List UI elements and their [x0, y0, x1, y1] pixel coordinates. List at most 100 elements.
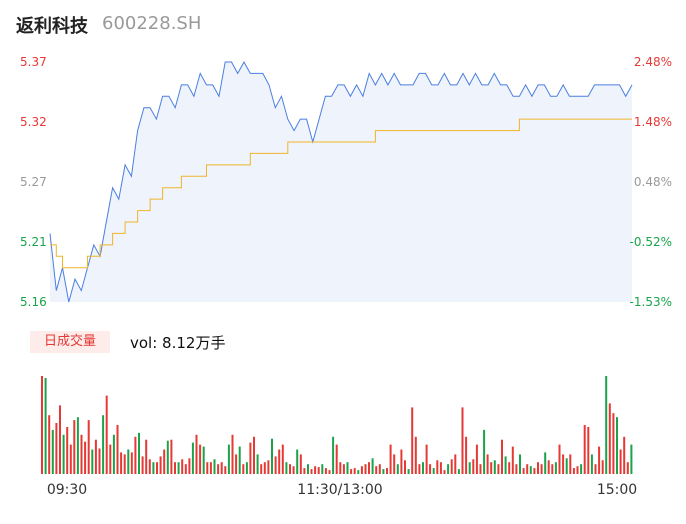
volume-bar [612, 413, 615, 474]
volume-bar [389, 444, 392, 474]
volume-bar [587, 427, 590, 474]
volume-bar [519, 454, 521, 474]
volume-bar [594, 464, 597, 474]
volume-bar [360, 466, 363, 474]
volume-bar [346, 462, 349, 474]
volume-bar [267, 460, 270, 474]
stock-name: 返利科技 [16, 16, 88, 37]
volume-bar [112, 434, 115, 474]
volume-bar [69, 444, 72, 474]
volume-bar [328, 470, 331, 474]
volume-bar [562, 454, 565, 474]
volume-bar [447, 464, 450, 474]
volume-bar [529, 466, 532, 474]
volume-bar [432, 468, 435, 474]
volume-bar [324, 468, 327, 474]
volume-bar [278, 449, 281, 474]
volume-bar [120, 452, 123, 474]
volume-label: vol: 8.12万手 [130, 334, 226, 352]
volume-badge[interactable]: 日成交量 [30, 331, 110, 353]
volume-bar [465, 436, 468, 474]
volume-bar [260, 464, 263, 474]
volume-bar [468, 462, 471, 474]
volume-bar [371, 458, 374, 474]
volume-bar [307, 464, 309, 474]
volume-bar [195, 434, 198, 474]
volume-bar [94, 439, 97, 474]
volume-bar [55, 423, 58, 474]
average-line [50, 118, 632, 269]
volume-bar [565, 458, 568, 474]
volume-bar [544, 452, 547, 474]
volume-bar [378, 464, 381, 474]
volume-bar [439, 462, 442, 474]
volume-bar [558, 444, 561, 474]
volume-bar [181, 459, 184, 474]
volume-bar [461, 407, 464, 474]
volume-bar [598, 446, 601, 474]
volume-bar [138, 432, 140, 474]
volume-bar [590, 454, 593, 474]
volume-bar [580, 464, 583, 474]
x-tick: 11:30/13:00 [297, 482, 382, 498]
volume-bar [87, 420, 90, 474]
volume-bar [619, 449, 622, 474]
y-left-tick: 5.32 [20, 115, 47, 129]
volume-bar [199, 444, 202, 474]
volume-bar [382, 469, 385, 474]
volume-bar [436, 460, 439, 474]
volume-bar [80, 434, 83, 474]
volume-bar [166, 440, 169, 474]
volume-bar [572, 468, 575, 474]
volume-bar [522, 468, 525, 474]
volume-bar [450, 459, 453, 474]
volume-bar [493, 460, 496, 474]
y-left-tick: 5.37 [20, 55, 47, 69]
volume-bar [540, 464, 543, 474]
volume-bar [127, 449, 130, 474]
volume-bar [457, 469, 460, 474]
y-right-tick: 0.48% [634, 175, 672, 189]
volume-bar [271, 438, 273, 474]
volume-bar [253, 436, 255, 474]
volume-bar [159, 456, 162, 474]
volume-bar [84, 441, 87, 474]
volume-bar [418, 464, 421, 474]
volume-bar [332, 436, 335, 474]
volume-bar [486, 454, 489, 474]
volume-bar [404, 460, 406, 474]
volume-bar [191, 442, 194, 474]
volume-bar [608, 403, 611, 474]
volume-bar [209, 462, 212, 474]
volume-bar [422, 462, 424, 474]
volume-bar [249, 442, 252, 474]
volume-bar [134, 436, 137, 474]
volume-bar [443, 470, 446, 474]
volume-bar [314, 466, 317, 474]
stock-code: 600228.SH [102, 13, 202, 34]
y-right-tick: 1.48% [634, 115, 672, 129]
volume-bar [490, 462, 493, 474]
volume-bar [411, 407, 414, 474]
volume-bar [177, 462, 180, 474]
volume-bar [202, 446, 205, 474]
volume-bar [583, 425, 586, 474]
volume-bar [274, 456, 277, 474]
volume-bar [601, 460, 604, 474]
volume-bar [357, 470, 360, 474]
volume-bar [217, 464, 220, 474]
volume-bar [163, 449, 166, 474]
volume-bar [238, 446, 241, 474]
volume-bar [375, 466, 378, 474]
volume-bar [317, 467, 320, 474]
volume-bar [483, 429, 486, 474]
volume-bar [342, 464, 345, 474]
x-tick: 15:00 [597, 482, 637, 498]
volume-bar [429, 464, 432, 474]
volume-bar [386, 468, 388, 474]
volume-bar [281, 444, 284, 474]
volume-bar [152, 462, 155, 474]
volume-bar [123, 454, 126, 474]
volume-bar [303, 468, 306, 474]
